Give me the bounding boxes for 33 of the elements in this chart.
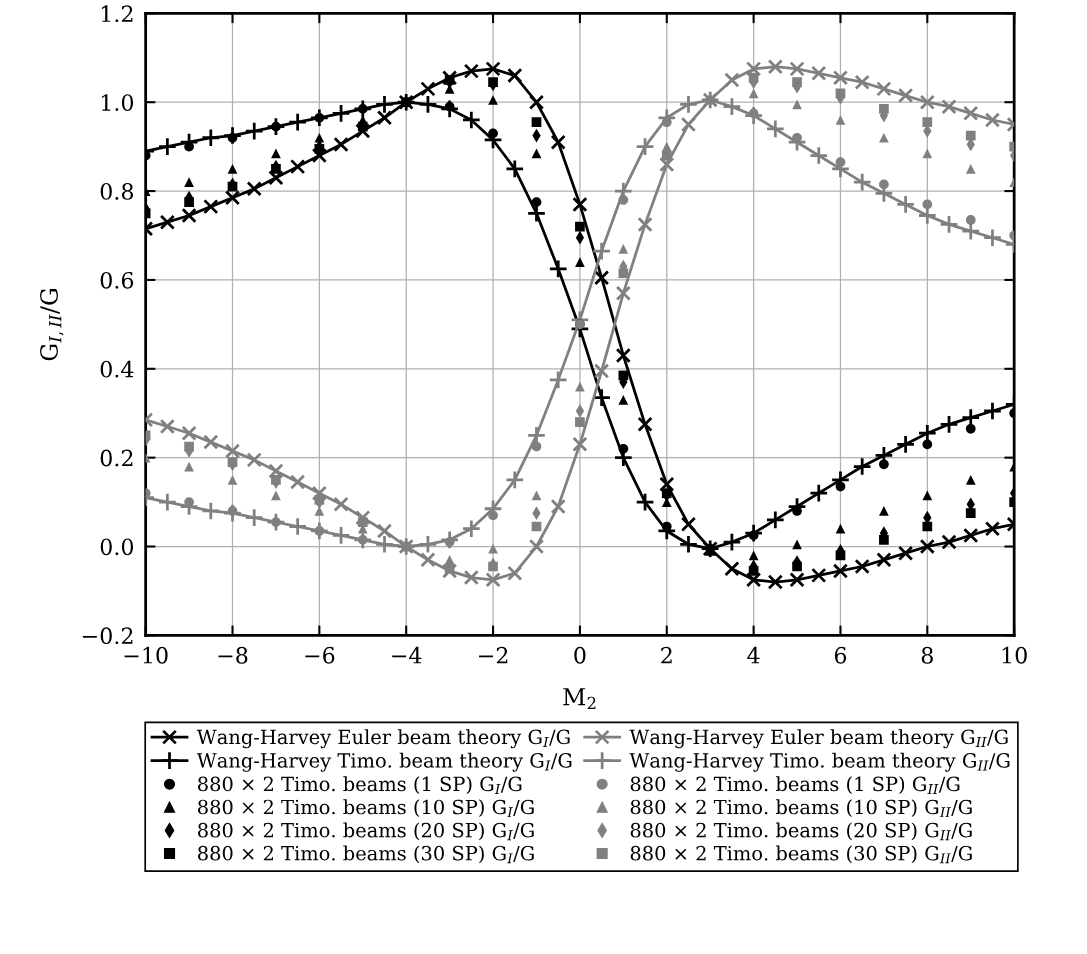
x-tick-label: 10 <box>1002 646 1027 664</box>
x-tick-label: 2 <box>661 646 672 664</box>
legend-label: 880 × 2 Timo. beams (10 SP) G$_{I}$/G <box>198 799 534 818</box>
x-tick-label: −6 <box>305 646 335 664</box>
x-tick-label: −8 <box>218 646 248 664</box>
y-tick-label: 0.4 <box>100 360 134 378</box>
legend-label: 880 × 2 Timo. beams (20 SP) G$_{II}$/G <box>630 822 972 841</box>
legend-label: Wang-Harvey Timo. beam theory G$_{II}$/G <box>629 752 1010 772</box>
legend-label: 880 × 2 Timo. beams (1 SP) G$_{II}$/G <box>630 776 960 795</box>
legend-label: 880 × 2 Timo. beams (1 SP) G$_{I}$/G <box>198 776 522 795</box>
legend-label: Wang-Harvey Timo. beam theory G$_{I}$/G <box>196 752 572 772</box>
x-tick-label: 8 <box>921 646 933 664</box>
legend-label: Wang-Harvey Euler beam theory G$_{II}$/G <box>629 729 1008 749</box>
x-tick-label: −4 <box>392 646 422 664</box>
x-tick-label: 4 <box>747 646 760 664</box>
y-tick-label: −0.2 <box>82 627 133 645</box>
y-tick-label: 0.8 <box>100 183 134 200</box>
legend-label: 880 × 2 Timo. beams (30 SP) G$_{II}$/G <box>630 845 972 864</box>
legend-label: 880 × 2 Timo. beams (10 SP) G$_{II}$/G <box>630 799 972 818</box>
x-tick-label: 0 <box>574 646 586 664</box>
x-tick-label: 6 <box>834 646 847 664</box>
x-tick-label: −10 <box>124 646 168 664</box>
x-axis-title: M$_{2}$ <box>563 688 596 710</box>
y-tick-label: 0.0 <box>100 538 134 556</box>
y-tick-label: 1.2 <box>101 5 133 23</box>
y-tick-label: 0.6 <box>100 271 134 289</box>
y-axis-title: G$_{I,II}$/G <box>40 289 64 361</box>
legend-label: 880 × 2 Timo. beams (30 SP) G$_{I}$/G <box>198 845 534 864</box>
legend-label: Wang-Harvey Euler beam theory G$_{I}$/G <box>196 729 570 749</box>
legend-label: 880 × 2 Timo. beams (20 SP) G$_{I}$/G <box>198 822 534 841</box>
y-tick-label: 1.0 <box>101 94 134 111</box>
y-tick-label: 0.2 <box>100 449 133 467</box>
x-tick-label: −2 <box>479 646 508 664</box>
